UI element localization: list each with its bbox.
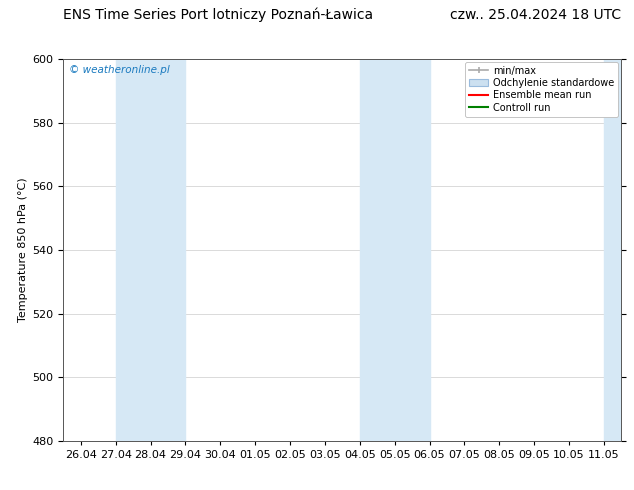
Bar bbox=[604, 59, 625, 441]
Text: ENS Time Series Port lotniczy Poznań-Ławica: ENS Time Series Port lotniczy Poznań-Ław… bbox=[63, 7, 373, 22]
Bar bbox=[359, 59, 429, 441]
Legend: min/max, Odchylenie standardowe, Ensemble mean run, Controll run: min/max, Odchylenie standardowe, Ensembl… bbox=[465, 62, 618, 117]
Text: © weatheronline.pl: © weatheronline.pl bbox=[69, 65, 170, 74]
Y-axis label: Temperature 850 hPa (°C): Temperature 850 hPa (°C) bbox=[18, 177, 29, 322]
Bar bbox=[116, 59, 185, 441]
Text: czw.. 25.04.2024 18 UTC: czw.. 25.04.2024 18 UTC bbox=[450, 8, 621, 22]
